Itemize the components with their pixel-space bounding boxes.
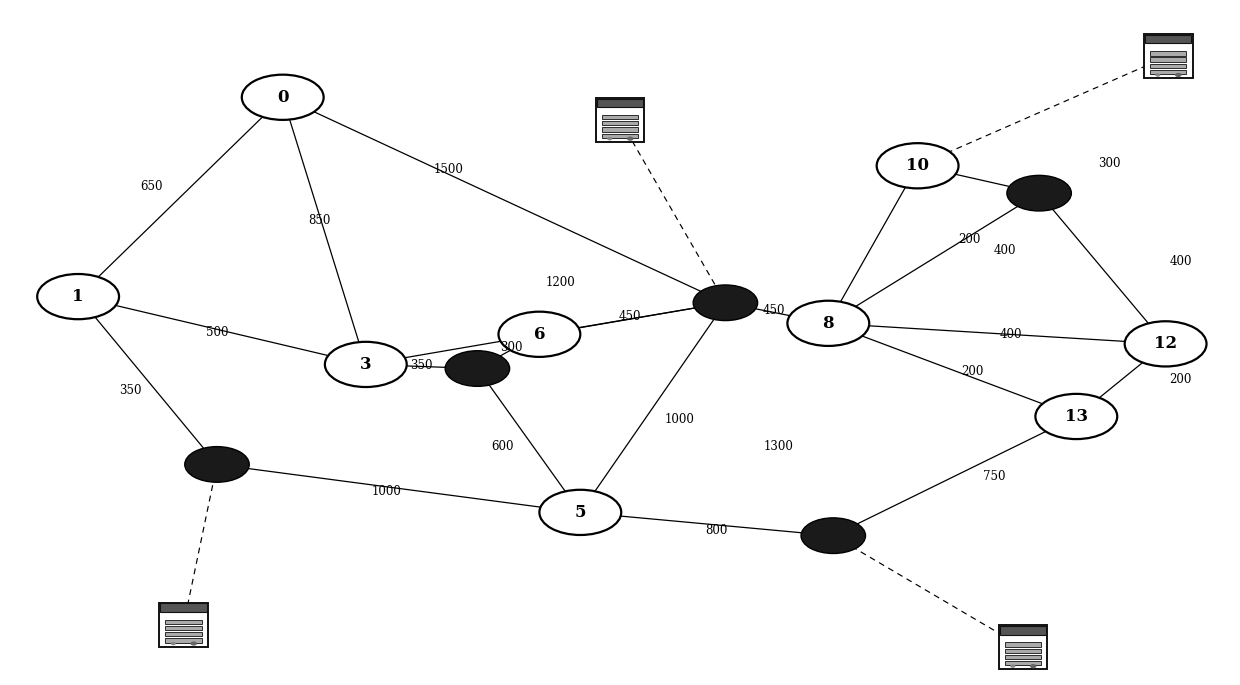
FancyBboxPatch shape bbox=[595, 98, 645, 142]
Text: 800: 800 bbox=[706, 525, 728, 537]
Circle shape bbox=[1176, 73, 1180, 77]
Text: 450: 450 bbox=[763, 305, 785, 317]
Bar bbox=[1004, 661, 1042, 665]
Text: 350: 350 bbox=[119, 384, 141, 397]
Text: 6: 6 bbox=[533, 326, 546, 342]
FancyBboxPatch shape bbox=[159, 603, 208, 647]
Circle shape bbox=[877, 143, 959, 188]
FancyBboxPatch shape bbox=[998, 625, 1048, 669]
Bar bbox=[165, 638, 202, 643]
FancyBboxPatch shape bbox=[1143, 34, 1193, 78]
Bar bbox=[596, 99, 644, 107]
Text: 750: 750 bbox=[983, 470, 1006, 482]
Bar bbox=[999, 626, 1047, 634]
Bar bbox=[1149, 64, 1187, 68]
Text: 0: 0 bbox=[277, 89, 289, 105]
Bar bbox=[596, 99, 644, 107]
Bar bbox=[160, 603, 207, 612]
Circle shape bbox=[325, 342, 407, 387]
Circle shape bbox=[693, 285, 758, 321]
Bar bbox=[601, 127, 639, 132]
Circle shape bbox=[498, 312, 580, 357]
Text: 200: 200 bbox=[1169, 373, 1192, 386]
Circle shape bbox=[1007, 175, 1071, 211]
Text: 500: 500 bbox=[206, 326, 228, 338]
Bar bbox=[165, 626, 202, 630]
Text: 400: 400 bbox=[993, 244, 1016, 256]
Text: 450: 450 bbox=[619, 310, 641, 323]
Text: 3: 3 bbox=[360, 356, 372, 373]
Text: 5: 5 bbox=[574, 504, 587, 521]
Circle shape bbox=[627, 137, 632, 140]
Circle shape bbox=[1125, 321, 1207, 366]
Text: 400: 400 bbox=[1169, 256, 1192, 268]
Text: 650: 650 bbox=[140, 180, 162, 192]
Bar bbox=[1149, 70, 1187, 74]
Text: 10: 10 bbox=[906, 158, 929, 174]
Bar bbox=[1004, 643, 1042, 647]
Bar bbox=[1145, 35, 1192, 43]
Circle shape bbox=[801, 518, 866, 553]
Text: 1000: 1000 bbox=[372, 486, 402, 498]
Circle shape bbox=[191, 642, 196, 645]
Bar bbox=[165, 632, 202, 636]
Bar bbox=[165, 620, 202, 624]
Text: 400: 400 bbox=[999, 328, 1022, 340]
Text: 1: 1 bbox=[72, 288, 84, 305]
Bar bbox=[601, 115, 639, 119]
Circle shape bbox=[1156, 74, 1159, 76]
Text: 1200: 1200 bbox=[546, 276, 575, 288]
Circle shape bbox=[1011, 665, 1014, 667]
Text: 1500: 1500 bbox=[434, 164, 464, 176]
Text: 300: 300 bbox=[500, 342, 522, 354]
Circle shape bbox=[787, 301, 869, 346]
Text: 600: 600 bbox=[491, 440, 513, 453]
Text: 12: 12 bbox=[1154, 336, 1177, 352]
Bar bbox=[1004, 649, 1042, 653]
Bar bbox=[601, 134, 639, 138]
Bar bbox=[1004, 655, 1042, 659]
Text: 350: 350 bbox=[410, 360, 433, 372]
Text: 300: 300 bbox=[1099, 157, 1121, 169]
Circle shape bbox=[242, 75, 324, 120]
Bar bbox=[1149, 51, 1187, 55]
Bar bbox=[601, 121, 639, 125]
Bar bbox=[999, 626, 1047, 634]
Circle shape bbox=[185, 447, 249, 482]
Circle shape bbox=[171, 643, 175, 645]
Text: 200: 200 bbox=[961, 365, 983, 377]
Circle shape bbox=[37, 274, 119, 319]
Text: 850: 850 bbox=[309, 214, 331, 227]
Circle shape bbox=[445, 351, 510, 386]
Text: 13: 13 bbox=[1065, 408, 1087, 425]
Circle shape bbox=[1030, 664, 1035, 668]
Text: 1300: 1300 bbox=[764, 440, 794, 453]
Text: 8: 8 bbox=[822, 315, 835, 332]
Bar bbox=[1145, 35, 1192, 43]
Circle shape bbox=[539, 490, 621, 535]
Text: 1000: 1000 bbox=[665, 413, 694, 425]
Bar bbox=[1149, 58, 1187, 62]
Circle shape bbox=[1035, 394, 1117, 439]
Bar bbox=[160, 603, 207, 612]
Circle shape bbox=[608, 138, 611, 140]
Text: 200: 200 bbox=[959, 234, 981, 246]
